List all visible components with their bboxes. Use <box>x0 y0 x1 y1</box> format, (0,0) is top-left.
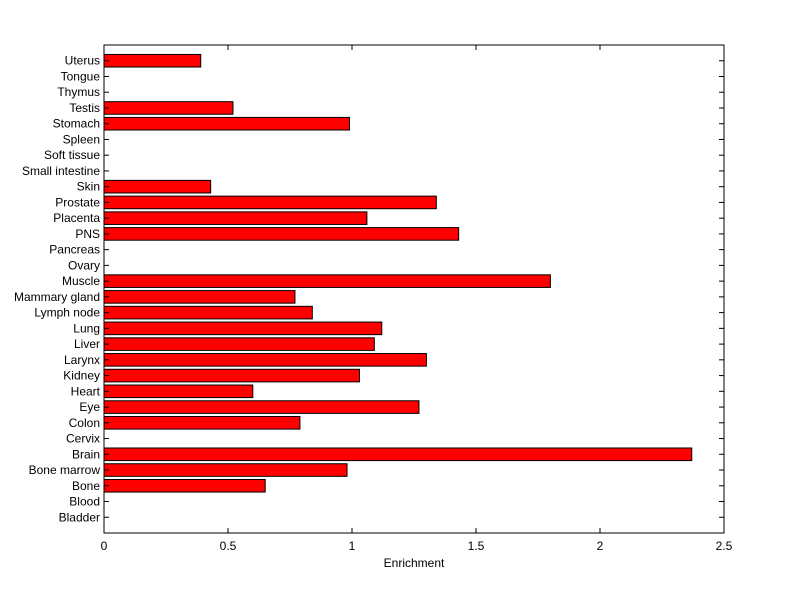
bar-lymph-node <box>103 305 313 320</box>
bar-eye <box>103 400 420 414</box>
y-tick-label: Placenta <box>53 211 100 225</box>
bar-heart <box>103 384 254 399</box>
bar-bone <box>103 478 266 493</box>
y-tick-label: Ovary <box>68 258 100 272</box>
y-tick-label: Soft tissue <box>44 148 100 162</box>
y-tick-label: Liver <box>74 337 100 351</box>
y-tick-label: Testis <box>69 101 100 115</box>
y-tick-label: Lung <box>73 321 100 335</box>
y-tick-label: Prostate <box>55 195 100 209</box>
bar-pns <box>103 227 460 241</box>
x-tick-label: 2 <box>597 539 604 553</box>
y-tick-label: Kidney <box>63 369 100 383</box>
y-tick-label: Bladder <box>59 510 100 524</box>
x-axis-title: Enrichment <box>384 556 445 570</box>
y-tick-label: Blood <box>69 495 100 509</box>
x-tick-label: 1.5 <box>468 539 485 553</box>
y-tick-label: PNS <box>75 227 100 241</box>
bar-colon <box>103 416 301 430</box>
y-tick-label: Eye <box>79 400 100 414</box>
bar-lung <box>103 321 383 336</box>
bar-stomach <box>103 116 351 131</box>
y-tick-label: Larynx <box>64 353 100 367</box>
y-tick-label: Cervix <box>66 432 100 446</box>
bar-mammary-gland <box>103 290 296 304</box>
y-tick-label: Small intestine <box>22 164 100 178</box>
y-tick-label: Tongue <box>61 69 101 83</box>
y-tick-label: Bone marrow <box>29 463 101 477</box>
bar-kidney <box>103 368 360 383</box>
y-tick-label: Uterus <box>65 54 100 68</box>
y-tick-label: Bone <box>72 479 100 493</box>
bar-larynx <box>103 353 427 367</box>
y-tick-label: Spleen <box>63 132 100 146</box>
x-tick-label: 0 <box>101 539 108 553</box>
y-tick-label: Pancreas <box>49 243 100 257</box>
y-tick-label: Stomach <box>53 117 100 131</box>
y-tick-label: Lymph node <box>34 306 100 320</box>
x-tick-label: 2.5 <box>716 539 733 553</box>
bar-bone-marrow <box>103 463 348 477</box>
y-tick-label: Skin <box>77 180 100 194</box>
plot-frame <box>103 44 725 534</box>
bar-testis <box>103 101 234 115</box>
bar-placenta <box>103 211 368 225</box>
y-tick-label: Muscle <box>62 274 100 288</box>
y-tick-label: Thymus <box>57 85 100 99</box>
x-axis: 0 0.5 1 1.5 2 2.5 <box>101 45 733 553</box>
y-tick-label: Colon <box>69 416 100 430</box>
x-tick-label: 0.5 <box>220 539 237 553</box>
bar-liver <box>103 337 375 351</box>
bar-muscle <box>103 274 551 288</box>
y-tick-label: Heart <box>71 384 101 398</box>
y-tick-label: Mammary gland <box>14 290 100 304</box>
x-tick-label: 1 <box>349 539 356 553</box>
bar-brain <box>103 447 693 462</box>
y-tick-label: Brain <box>72 447 100 461</box>
bar-skin <box>103 179 212 194</box>
bar-uterus <box>103 53 202 68</box>
bar-prostate <box>103 195 437 210</box>
